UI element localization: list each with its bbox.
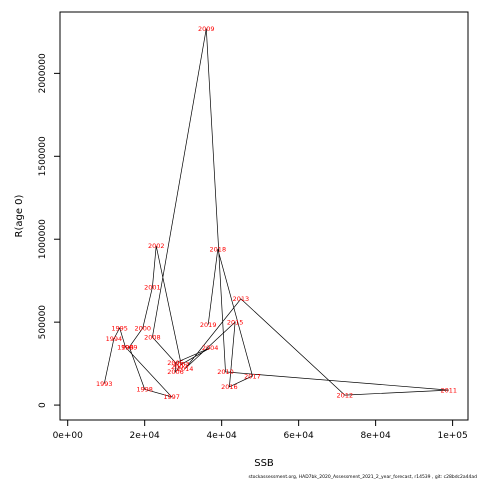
y-tick-label: 500000	[38, 305, 48, 340]
year-label-2012: 2012	[337, 391, 354, 399]
y-tick-label: 2000000	[38, 53, 48, 93]
year-label-2002: 2002	[148, 242, 165, 250]
x-tick-label: 2e+04	[130, 431, 161, 441]
plot-frame	[59, 11, 469, 421]
year-label-2017: 2017	[244, 372, 261, 380]
x-tick-label: 8e+04	[360, 431, 391, 441]
year-label-2011: 2011	[440, 386, 457, 394]
x-tick-label: 4e+04	[207, 431, 238, 441]
x-tick-label: 1e+05	[437, 431, 467, 441]
year-label-1997: 1997	[163, 393, 180, 401]
year-label-2005: 2005	[167, 359, 184, 367]
year-label-1995: 1995	[111, 324, 128, 332]
year-label-2019: 2019	[200, 321, 217, 329]
year-label-2000: 2000	[134, 324, 151, 332]
year-label-2001: 2001	[144, 284, 161, 292]
year-label-2008: 2008	[144, 333, 161, 341]
y-tick-label: 0	[38, 402, 48, 408]
year-labels: 1993 1994 1995 1996 1997 1998 1999 2000 2001 2002…	[96, 25, 457, 401]
year-label-2009: 2009	[198, 25, 215, 33]
year-label-2018: 2018	[210, 245, 227, 253]
year-label-2016: 2016	[221, 383, 238, 391]
x-axis: 0e+00 2e+04 4e+04 6e+04 8e+04 1e+05	[53, 420, 468, 441]
x-tick-label: 6e+04	[284, 431, 315, 441]
sr-trajectory-line	[103, 28, 449, 398]
year-label-1994: 1994	[106, 335, 123, 343]
series-line	[103, 28, 449, 398]
y-tick-label: 1500000	[38, 136, 48, 176]
y-tick-label: 1000000	[38, 219, 48, 259]
year-label-2014: 2014	[177, 365, 194, 373]
year-label-2006: 2006	[167, 368, 184, 376]
year-label-2013: 2013	[233, 295, 250, 303]
year-label-1993: 1993	[96, 380, 113, 388]
year-label-1999: 1999	[121, 343, 138, 351]
y-axis: 0 500000 1000000 1500000 2000000	[38, 53, 60, 408]
x-axis-label: SSB	[254, 458, 274, 469]
year-label-2007: 2007	[171, 363, 188, 371]
year-label-2004: 2004	[202, 344, 219, 352]
y-axis-label: R(age 0)	[14, 194, 25, 237]
footer-text: stockassessment.org, HAD7bk_2020_Assessm…	[249, 474, 478, 480]
year-label-2003: 2003	[173, 361, 190, 369]
year-label-2010: 2010	[217, 368, 234, 376]
x-tick-label: 0e+00	[53, 431, 84, 441]
year-label-1996: 1996	[117, 343, 134, 351]
year-label-2015: 2015	[227, 318, 244, 326]
year-label-1998: 1998	[136, 386, 153, 394]
